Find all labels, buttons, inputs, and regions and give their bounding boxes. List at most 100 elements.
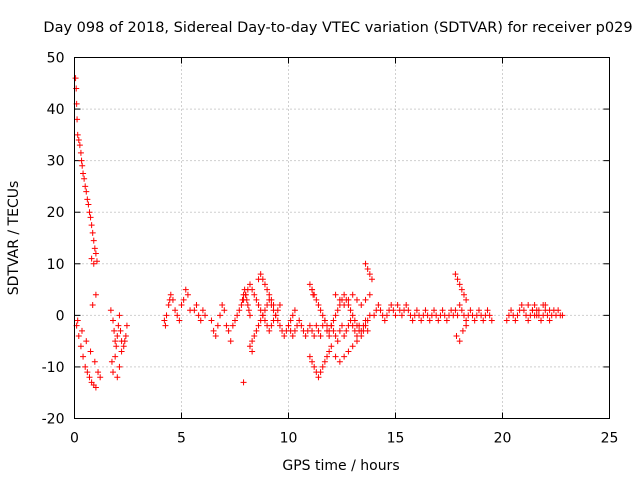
- plot-frame: [74, 57, 610, 419]
- data-point: [334, 338, 341, 345]
- data-point: [253, 296, 260, 303]
- data-point: [88, 222, 95, 229]
- data-point: [86, 374, 93, 381]
- data-point: [76, 142, 83, 149]
- data-point: [182, 286, 189, 293]
- data-point: [80, 353, 87, 360]
- data-point: [82, 183, 89, 190]
- data-point: [317, 332, 324, 339]
- data-point: [405, 307, 412, 314]
- data-point: [291, 307, 298, 314]
- data-point: [454, 276, 461, 283]
- data-point: [471, 317, 478, 324]
- x-tick-label: 25: [601, 431, 619, 447]
- data-point: [95, 369, 102, 376]
- data-point: [89, 229, 96, 236]
- data-point: [332, 312, 339, 319]
- data-point: [345, 348, 352, 355]
- data-point: [298, 322, 305, 329]
- data-point: [353, 322, 360, 329]
- data-point: [403, 302, 410, 309]
- data-point: [79, 162, 86, 169]
- data-point: [75, 137, 82, 144]
- data-point: [383, 312, 390, 319]
- data-point: [306, 353, 313, 360]
- data-point: [193, 302, 200, 309]
- data-point: [336, 358, 343, 365]
- data-point: [349, 343, 356, 350]
- y-axis-label: SDTVAR / TECUs: [6, 181, 22, 296]
- data-point: [291, 327, 298, 334]
- x-tick-label: 10: [280, 431, 298, 447]
- data-point: [219, 302, 226, 309]
- data-point: [364, 317, 371, 324]
- data-point: [202, 312, 209, 319]
- data-point: [74, 317, 81, 324]
- data-point: [180, 296, 187, 303]
- data-point: [309, 358, 316, 365]
- data-point: [92, 250, 99, 257]
- data-point: [321, 317, 328, 324]
- data-point: [529, 307, 536, 314]
- data-point: [480, 317, 487, 324]
- data-point: [540, 302, 547, 309]
- data-point: [78, 327, 85, 334]
- data-point: [240, 379, 247, 386]
- data-point: [176, 317, 183, 324]
- data-point: [302, 332, 309, 339]
- data-point: [362, 296, 369, 303]
- data-point: [463, 322, 470, 329]
- data-point: [246, 343, 253, 350]
- data-point: [467, 307, 474, 314]
- data-point: [321, 358, 328, 365]
- data-point: [214, 322, 221, 329]
- data-point: [208, 317, 215, 324]
- data-point: [366, 271, 373, 278]
- data-point: [409, 317, 416, 324]
- data-point: [439, 307, 446, 314]
- data-point: [366, 291, 373, 298]
- data-point: [89, 302, 96, 309]
- data-point: [255, 322, 262, 329]
- data-point: [236, 307, 243, 314]
- data-point: [525, 302, 532, 309]
- data-point: [83, 338, 90, 345]
- x-tick-label: 0: [70, 431, 79, 447]
- data-point: [268, 302, 275, 309]
- data-point: [246, 281, 253, 288]
- data-point: [525, 317, 532, 324]
- data-point: [234, 312, 241, 319]
- data-point: [341, 353, 348, 360]
- data-point: [555, 307, 562, 314]
- data-point: [274, 317, 281, 324]
- data-point: [266, 327, 273, 334]
- data-point: [161, 317, 168, 324]
- data-point: [116, 363, 123, 370]
- data-point: [377, 307, 384, 314]
- data-point: [122, 332, 129, 339]
- axis-ticks: [74, 57, 610, 419]
- data-point: [178, 302, 185, 309]
- y-tick-label: 50: [47, 51, 65, 67]
- data-point: [520, 307, 527, 314]
- data-point: [332, 332, 339, 339]
- data-point: [163, 312, 170, 319]
- data-point: [80, 170, 87, 177]
- data-point: [435, 317, 442, 324]
- data-point: [422, 307, 429, 314]
- data-point: [431, 307, 438, 314]
- data-point: [531, 312, 538, 319]
- chart-title: Day 098 of 2018, Sidereal Day-to-day VTE…: [43, 20, 632, 36]
- data-point: [242, 291, 249, 298]
- data-point: [375, 302, 382, 309]
- data-point: [246, 312, 253, 319]
- data-point: [87, 348, 94, 355]
- data-point: [349, 312, 356, 319]
- data-point: [82, 363, 89, 370]
- data-point: [315, 327, 322, 334]
- data-point: [281, 332, 288, 339]
- data-point: [276, 322, 283, 329]
- data-point: [86, 209, 93, 216]
- data-point: [328, 322, 335, 329]
